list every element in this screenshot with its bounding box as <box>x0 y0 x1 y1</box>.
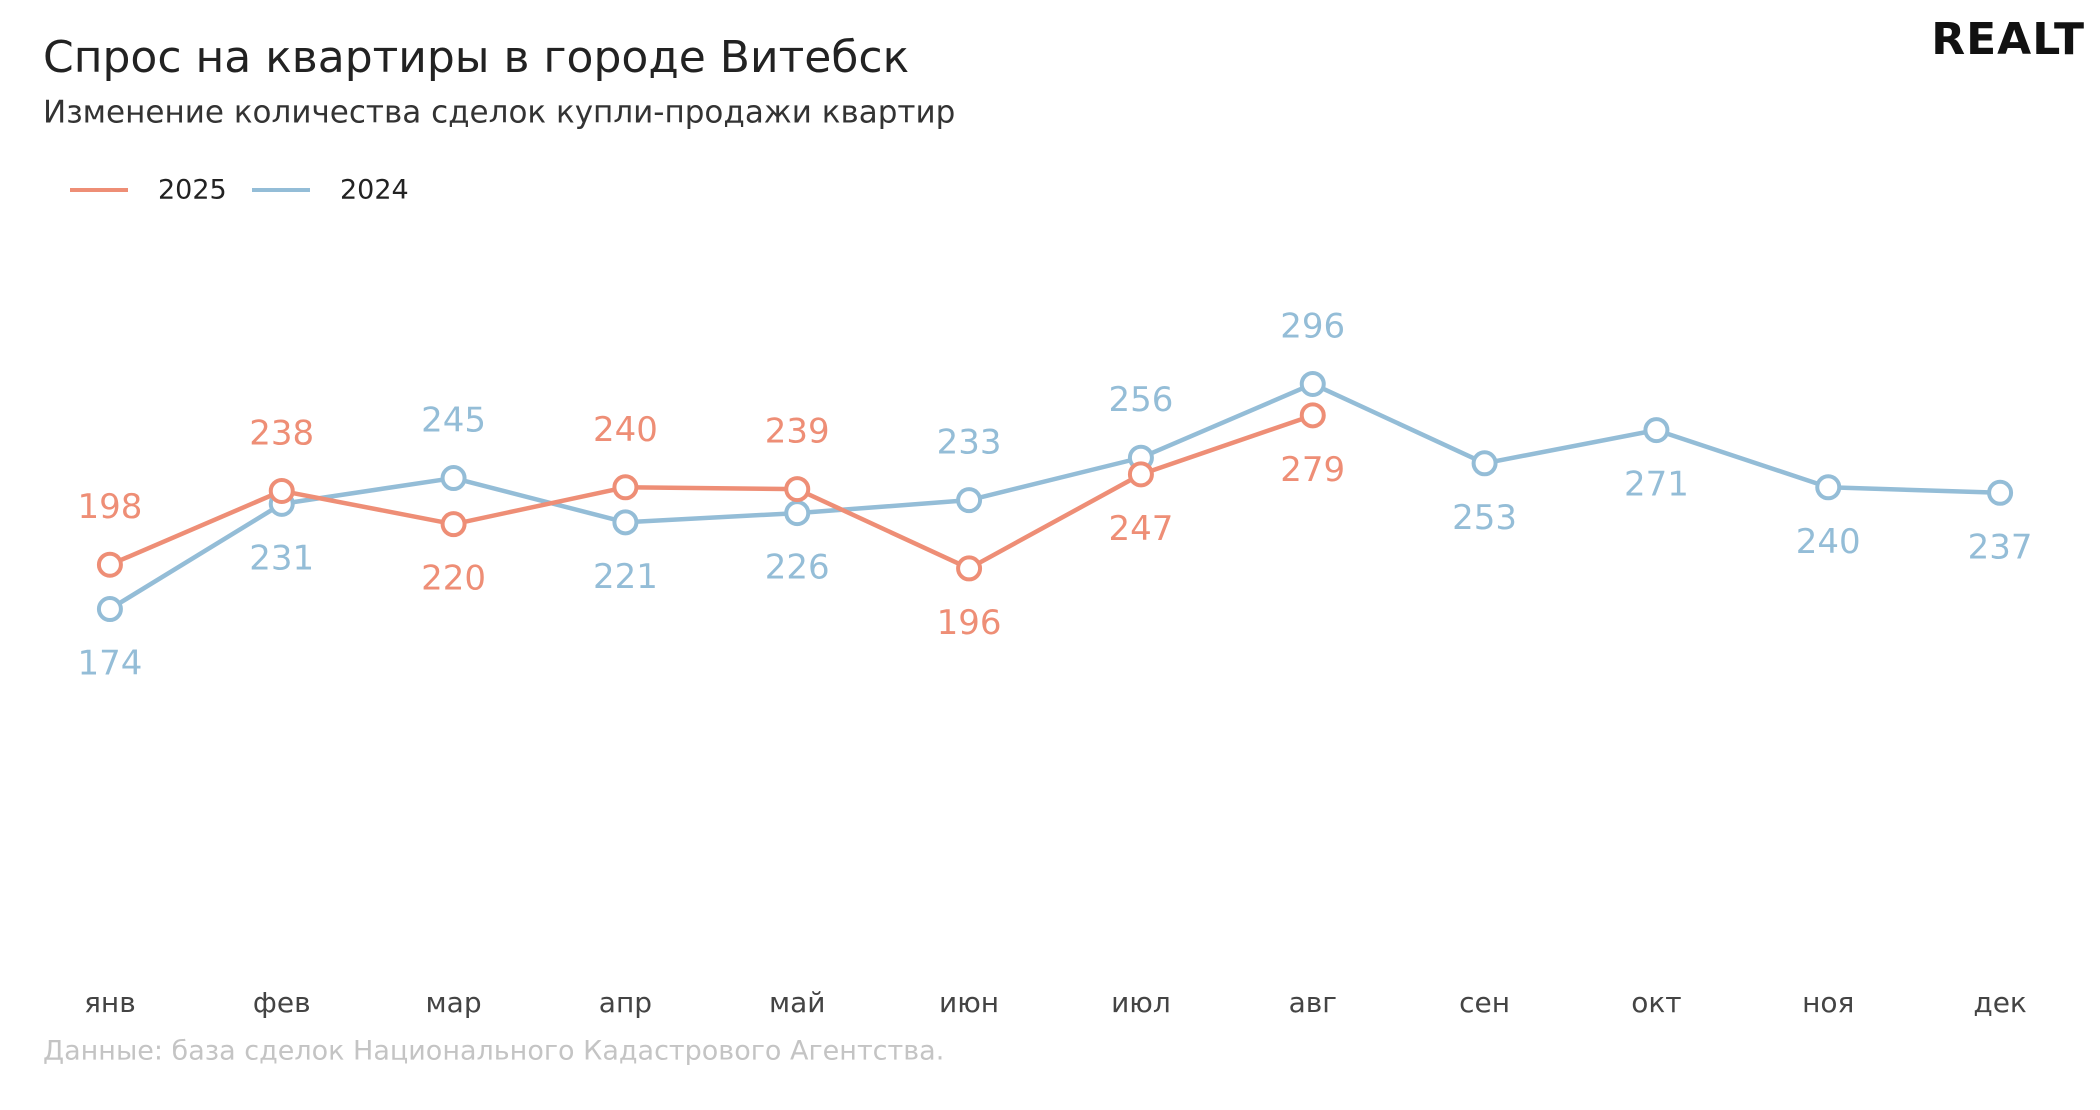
logo: REALT <box>1931 14 2085 65</box>
data-label: 253 <box>1452 498 1517 538</box>
data-label: 237 <box>1968 527 2033 567</box>
chart-title: Спрос на квартиры в городе Витебск <box>43 32 909 83</box>
data-point <box>1299 402 1326 429</box>
data-point <box>1127 461 1154 488</box>
series-line <box>108 381 2001 611</box>
data-point <box>1299 370 1326 397</box>
x-tick-label: апр <box>599 986 652 1019</box>
data-point <box>1643 417 1670 444</box>
data-point <box>1815 474 1842 501</box>
data-label: 247 <box>1108 509 1173 549</box>
x-tick-label: май <box>769 986 825 1019</box>
data-point <box>440 465 467 492</box>
data-point <box>268 477 295 504</box>
data-point <box>612 509 639 536</box>
data-label: 221 <box>593 557 658 597</box>
data-point <box>96 551 123 578</box>
data-label: 256 <box>1108 380 1173 420</box>
x-tick-label: дек <box>1973 986 2027 1019</box>
data-label: 231 <box>249 538 314 578</box>
data-label: 296 <box>1280 306 1345 346</box>
data-label: 220 <box>421 559 486 599</box>
data-label: 239 <box>765 412 830 452</box>
x-tick-label: сен <box>1459 986 1510 1019</box>
data-label: 240 <box>1796 522 1861 562</box>
data-label: 226 <box>765 548 830 588</box>
data-label: 271 <box>1624 465 1689 505</box>
series-line <box>109 413 1314 571</box>
data-point <box>1987 479 2014 506</box>
source-note: Данные: база сделок Национального Кадаст… <box>43 1036 944 1067</box>
x-tick-label: фев <box>253 986 311 1019</box>
data-label: 238 <box>249 413 314 453</box>
x-tick-label: янв <box>84 986 136 1019</box>
x-tick-label: ноя <box>1802 986 1854 1019</box>
data-point <box>956 555 983 582</box>
data-point <box>784 476 811 503</box>
data-point <box>440 511 467 538</box>
legend-label: 2024 <box>340 175 409 206</box>
data-label: 233 <box>937 423 1002 463</box>
data-point <box>1471 450 1498 477</box>
legend-label: 2025 <box>158 175 227 206</box>
data-point <box>784 500 811 527</box>
x-tick-label: мар <box>426 986 482 1019</box>
x-tick-label: июн <box>939 986 999 1019</box>
x-tick-label: июл <box>1111 986 1171 1019</box>
data-label: 198 <box>77 487 142 527</box>
data-label: 196 <box>937 603 1002 643</box>
chart-subtitle: Изменение количества сделок купли-продаж… <box>43 95 955 131</box>
x-tick-label: авг <box>1289 986 1337 1019</box>
data-point <box>956 487 983 514</box>
data-point <box>96 596 123 623</box>
data-label: 240 <box>593 410 658 450</box>
data-label: 174 <box>77 644 142 684</box>
x-tick-label: окт <box>1631 986 1681 1019</box>
data-point <box>612 474 639 501</box>
data-label: 245 <box>421 401 486 441</box>
data-label: 279 <box>1280 450 1345 490</box>
